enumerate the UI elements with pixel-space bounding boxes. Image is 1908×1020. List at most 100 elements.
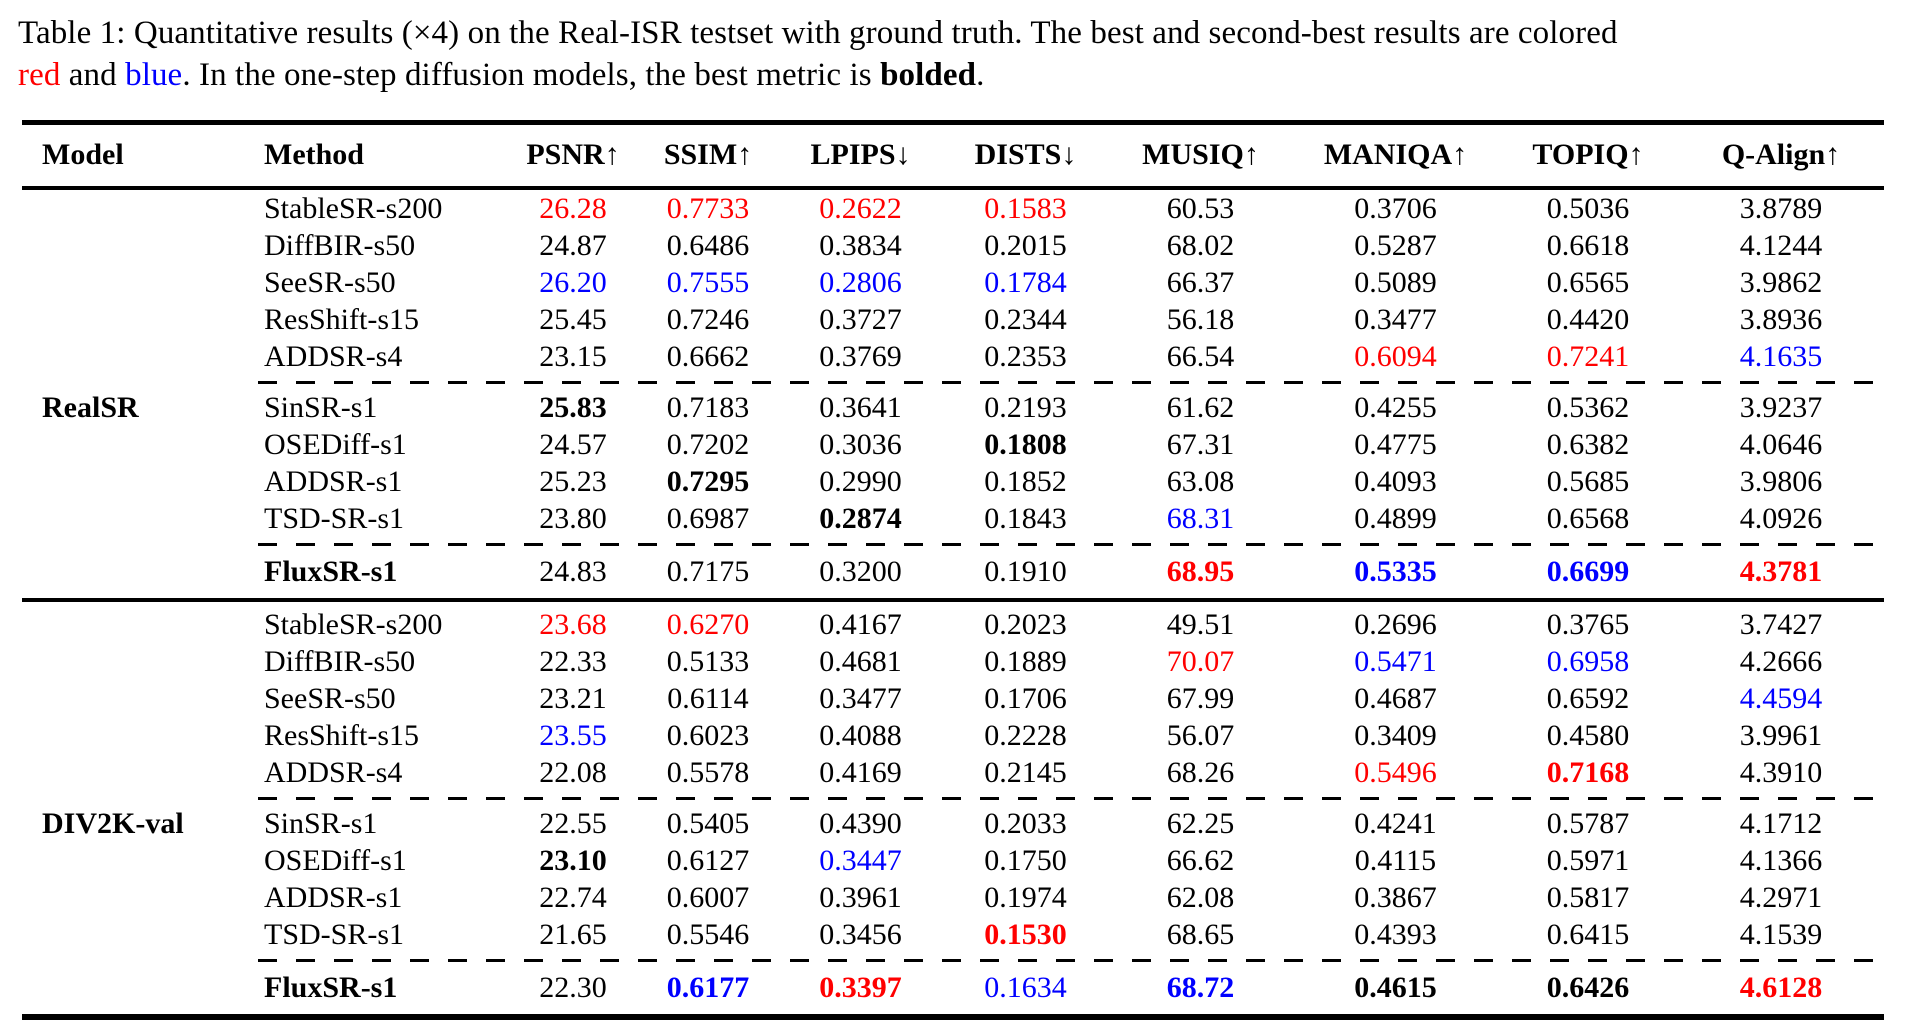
value-cell: 0.3641: [819, 391, 902, 425]
value-cell: 0.2145: [984, 756, 1067, 790]
value-cell: 0.2228: [984, 719, 1067, 753]
dashed-separator: [22, 375, 1884, 390]
value-cell: 0.1889: [984, 645, 1067, 679]
value-cell: 0.5036: [1546, 192, 1630, 226]
table-row: StableSR-s200 23.68 0.6270 0.4167 0.2023 49.5…: [22, 598, 1884, 644]
value-cell: 3.7427: [1678, 598, 1884, 644]
value-cell: 0.1634: [984, 971, 1067, 1005]
value-cell: 4.1366: [1739, 844, 1823, 878]
value-cell: 0.7733: [666, 192, 750, 226]
separator-spacer: [22, 953, 258, 967]
model-label-cell: [22, 426, 258, 463]
column-header: Method: [258, 122, 508, 191]
model-label-cell: [22, 916, 258, 953]
value-cell: 22.74: [539, 881, 607, 915]
value-cell: 4.0646: [1739, 428, 1823, 462]
value-cell: 0.4169: [819, 756, 902, 790]
value-cell: 0.5817: [1546, 881, 1630, 915]
value-cell: 0.1843: [984, 502, 1067, 536]
value-cell: 56.18: [1166, 303, 1235, 337]
value-cell: 0.3200: [819, 555, 902, 589]
column-header: DISTS↓: [943, 122, 1108, 191]
table-row: TSD-SR-s1 23.80 0.6987 0.2874 0.1843 68.31 0.4…: [22, 500, 1884, 537]
value-cell: 0.5335: [1354, 555, 1437, 589]
value-cell: 0.6987: [666, 502, 750, 536]
results-table: Model Method PSNR↑ SSIM↑ LPIPS↓ DISTS↓ MUSIQ↑ M…: [22, 120, 1884, 1020]
value-cell: 0.4899: [1354, 502, 1437, 536]
separator-spacer: [22, 375, 258, 389]
dashed-separator: [22, 953, 1884, 968]
value-cell: 23.68: [508, 598, 638, 644]
value-cell: 68.31: [1166, 502, 1235, 536]
column-header: SSIM↑: [638, 122, 778, 191]
model-label-cell: [22, 463, 258, 500]
method-cell: FluxSR-s1: [264, 971, 398, 1005]
method-cell: SinSR-s1: [264, 391, 378, 425]
value-cell: 0.6270: [638, 598, 778, 644]
value-cell: 63.08: [1166, 465, 1235, 499]
value-cell: 0.1852: [984, 465, 1067, 499]
table-row: ResShift-s15 23.55 0.6023 0.4088 0.2228 56.07…: [22, 717, 1884, 754]
model-label-cell: [22, 680, 258, 717]
value-cell: 0.3867: [1354, 881, 1437, 915]
caption-part: and: [60, 57, 126, 94]
value-cell: 0.1808: [984, 428, 1067, 462]
value-cell: 25.23: [539, 465, 607, 499]
value-cell: 25.45: [539, 303, 607, 337]
method-cell: DiffBIR-s50: [264, 229, 416, 263]
value-cell: 0.3727: [819, 303, 902, 337]
value-cell: 0.6382: [1546, 428, 1630, 462]
value-cell: 22.30: [539, 971, 607, 1005]
table-body: StableSR-s200 26.28 0.7733 0.2622 0.1583 60.5…: [22, 188, 1884, 1017]
value-cell: 0.6023: [666, 719, 750, 753]
value-cell: 0.3765: [1498, 598, 1678, 644]
header-row: Model Method PSNR↑ SSIM↑ LPIPS↓ DISTS↓ MUSIQ↑ M…: [22, 122, 1884, 191]
value-cell: 0.2193: [984, 391, 1067, 425]
value-cell: 3.8789: [1739, 192, 1823, 226]
value-cell: 4.3910: [1739, 756, 1823, 790]
value-cell: 0.6568: [1546, 502, 1630, 536]
table-row: ADDSR-s4 22.08 0.5578 0.4169 0.2145 68.26 0.54…: [22, 754, 1884, 791]
caption-line2: red and blue. In the one-step diffusion …: [18, 57, 984, 93]
value-cell: 23.15: [539, 340, 607, 374]
value-cell: 0.3834: [819, 229, 902, 263]
value-cell: 49.51: [1108, 598, 1293, 644]
value-cell: 0.5971: [1546, 844, 1630, 878]
value-cell: 4.2971: [1739, 881, 1823, 915]
value-cell: 0.4088: [819, 719, 902, 753]
value-cell: 0.1974: [984, 881, 1067, 915]
value-cell: 24.87: [539, 229, 607, 263]
model-label-cell: [22, 500, 258, 537]
value-cell: 0.4393: [1354, 918, 1437, 952]
dashed-line: [258, 537, 1884, 552]
value-cell: 3.9862: [1739, 266, 1823, 300]
value-cell: 0.6486: [666, 229, 750, 263]
method-cell: SeeSR-s50: [264, 266, 396, 300]
value-cell: 0.6127: [666, 844, 750, 878]
value-cell: 0.7241: [1546, 340, 1630, 374]
value-cell: 0.4115: [1354, 844, 1437, 878]
table-row: TSD-SR-s1 21.65 0.5546 0.3456 0.1530 68.65 0.4…: [22, 916, 1884, 953]
value-cell: 23.55: [539, 719, 607, 753]
model-label-cell: [22, 717, 258, 754]
dashed-line: [258, 375, 1884, 390]
value-cell: 0.7202: [666, 428, 750, 462]
value-cell: 4.1712: [1739, 807, 1823, 841]
value-cell: 23.80: [539, 502, 607, 536]
model-label-cell: [22, 227, 258, 264]
value-cell: 0.2023: [943, 598, 1108, 644]
value-cell: 4.0926: [1739, 502, 1823, 536]
value-cell: 0.1583: [984, 192, 1067, 226]
value-cell: 0.7175: [666, 555, 750, 589]
value-cell: 0.4580: [1546, 719, 1630, 753]
value-cell: 61.62: [1166, 391, 1235, 425]
caption-part: bolded: [880, 57, 977, 94]
value-cell: 0.6415: [1546, 918, 1630, 952]
value-cell: 0.6958: [1546, 645, 1630, 679]
table-row: FluxSR-s1 24.83 0.7175 0.3200 0.1910 68.95 0.5…: [22, 551, 1884, 600]
table-row: ADDSR-s4 23.15 0.6662 0.3769 0.2353 66.54 0.60…: [22, 338, 1884, 375]
value-cell: 0.4093: [1354, 465, 1437, 499]
value-cell: 4.4594: [1739, 682, 1823, 716]
value-cell: 3.9806: [1739, 465, 1823, 499]
value-cell: 0.1784: [984, 266, 1067, 300]
